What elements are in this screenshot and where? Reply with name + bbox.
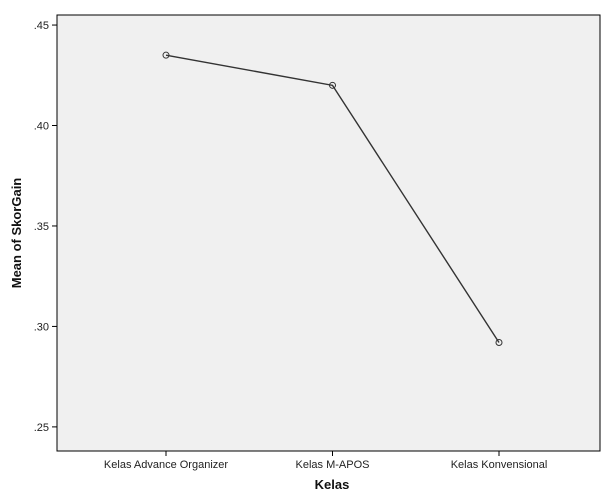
y-tick-label: .35 xyxy=(34,221,49,233)
y-tick-label: .40 xyxy=(34,121,49,133)
x-tick-label: Kelas Advance Organizer xyxy=(104,459,228,471)
y-tick-label: .30 xyxy=(34,321,49,333)
x-axis-title: Kelas xyxy=(315,477,350,491)
plot-area xyxy=(56,14,601,452)
series-layer xyxy=(162,51,503,347)
data-point xyxy=(329,81,336,89)
y-tick-label: .25 xyxy=(34,422,49,434)
y-tick-label: .45 xyxy=(34,20,49,32)
series-line xyxy=(165,54,500,343)
data-point xyxy=(162,51,170,59)
x-tick-label: Kelas Konvensional xyxy=(451,459,548,471)
y-axis-title: Mean of SkorGain xyxy=(9,178,24,289)
data-point xyxy=(495,339,503,347)
y-axis-ticks: .25 .30 .35 .40 .45 xyxy=(34,20,57,434)
x-tick-label: Kelas M-APOS xyxy=(296,459,370,471)
x-axis-ticks: Kelas Advance Organizer Kelas M-APOS Kelas… xyxy=(104,451,547,471)
